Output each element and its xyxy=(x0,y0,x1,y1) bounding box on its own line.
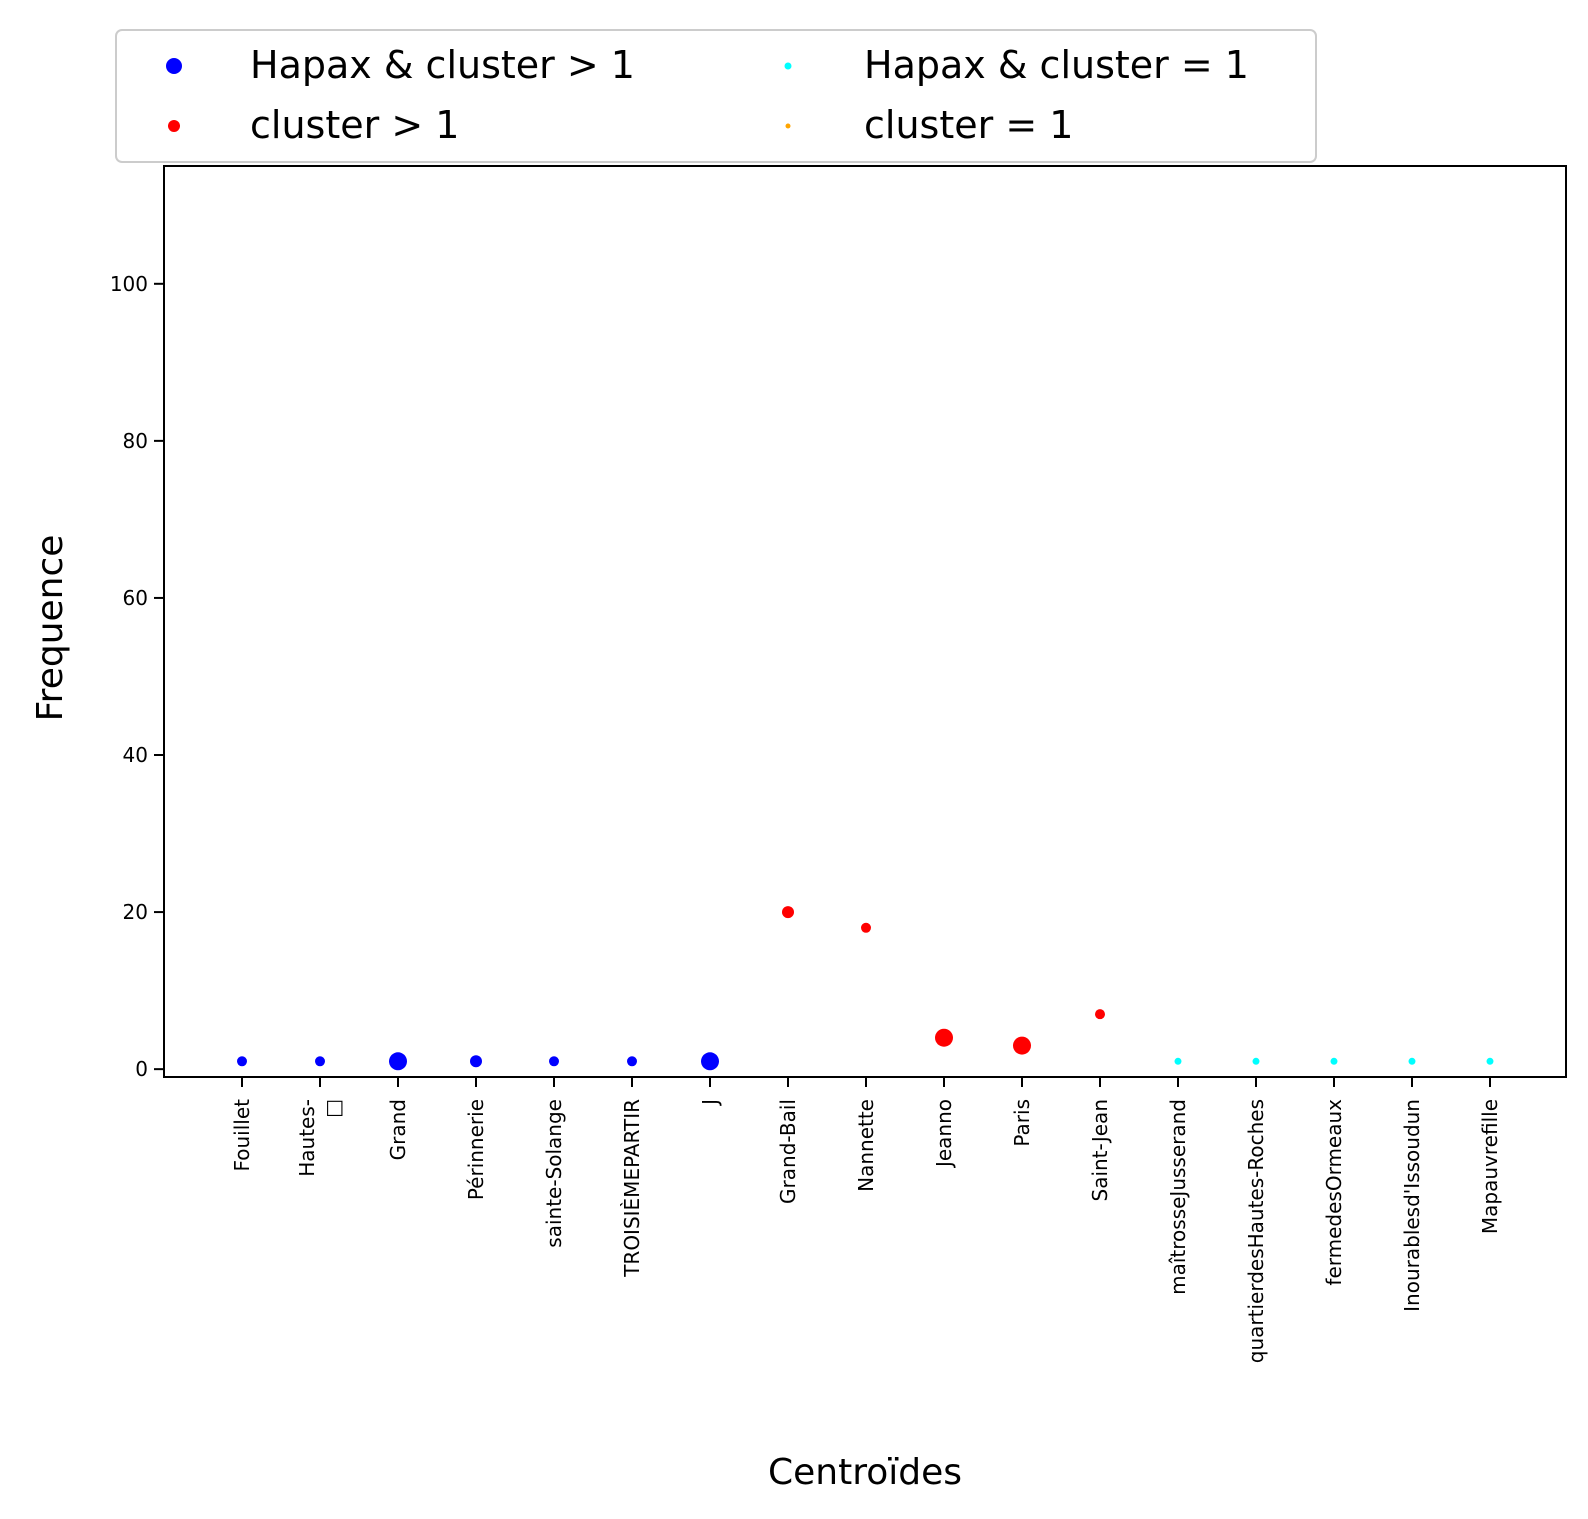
legend-marker xyxy=(784,62,792,70)
x-tick-label: Grand xyxy=(386,1099,410,1160)
x-axis: Fouillet Hautes- □ Grand Périnnerie sainte-So… xyxy=(230,1077,1502,1363)
data-point xyxy=(701,1052,719,1071)
x-tick-label: Saint-Jean xyxy=(1088,1099,1112,1202)
x-tick-label: Nannette xyxy=(854,1099,878,1192)
legend-label: Hapax & cluster = 1 xyxy=(864,43,1249,87)
y-tick-label: 20 xyxy=(123,900,148,924)
x-tick-label: fermedesOrmeaux xyxy=(1322,1099,1346,1286)
y-axis: 0 20 40 60 80 100 xyxy=(110,272,164,1081)
data-point xyxy=(1330,1057,1338,1065)
x-tick-label: Jeanno xyxy=(932,1099,956,1169)
data-point xyxy=(1013,1036,1031,1055)
y-tick-label: 60 xyxy=(123,586,148,610)
data-point xyxy=(1095,1009,1105,1020)
x-tick-label: □ xyxy=(321,1099,345,1118)
y-tick-label: 100 xyxy=(110,272,148,296)
x-axis-title: Centroïdes xyxy=(768,1452,962,1493)
data-point xyxy=(1252,1057,1260,1065)
legend-label: Hapax & cluster > 1 xyxy=(250,43,635,87)
y-tick-label: 0 xyxy=(135,1057,148,1081)
legend-frame xyxy=(115,29,1317,163)
x-tick-label: Mapauvrefille xyxy=(1478,1099,1502,1234)
x-tick-label: Périnnerie xyxy=(464,1099,488,1200)
x-tick-label: quartierdesHautes-Roches xyxy=(1244,1099,1268,1363)
data-point xyxy=(315,1056,325,1067)
data-point xyxy=(237,1056,247,1067)
plot-frame xyxy=(163,165,1567,1078)
y-tick-label: 80 xyxy=(123,429,148,453)
x-tick-label: TROISIÈMEPARTIR xyxy=(620,1099,644,1278)
x-tick-label: Inourablesd'Issoudun xyxy=(1400,1099,1424,1312)
data-points xyxy=(237,906,1494,1071)
data-point xyxy=(935,1028,953,1047)
x-tick-label: J xyxy=(698,1099,722,1107)
data-point xyxy=(389,1052,407,1071)
data-point xyxy=(1408,1057,1416,1065)
x-tick-label: Grand-Bail xyxy=(776,1099,800,1204)
legend-label: cluster > 1 xyxy=(250,103,459,147)
data-point xyxy=(782,906,794,919)
legend: Hapax & cluster > 1 cluster > 1 Hapax & cl… xyxy=(115,29,1317,163)
legend-marker xyxy=(168,120,180,132)
data-point xyxy=(1486,1057,1494,1065)
x-tick-label: maîtrosseJusserand xyxy=(1166,1099,1190,1295)
y-tick-label: 40 xyxy=(123,743,148,767)
data-point xyxy=(470,1055,482,1068)
x-tick-label: Paris xyxy=(1010,1099,1034,1147)
y-axis-title: Frequence xyxy=(30,535,71,722)
x-tick-label: sainte-Solange xyxy=(542,1099,566,1248)
data-point xyxy=(627,1056,637,1067)
x-tick-label: Fouillet xyxy=(230,1099,254,1172)
legend-marker xyxy=(166,58,182,74)
x-tick-label: Hautes- xyxy=(295,1099,319,1177)
data-point xyxy=(1174,1057,1182,1065)
data-point xyxy=(861,922,871,933)
data-point xyxy=(549,1056,559,1067)
legend-label: cluster = 1 xyxy=(864,103,1073,147)
legend-marker xyxy=(785,123,791,129)
